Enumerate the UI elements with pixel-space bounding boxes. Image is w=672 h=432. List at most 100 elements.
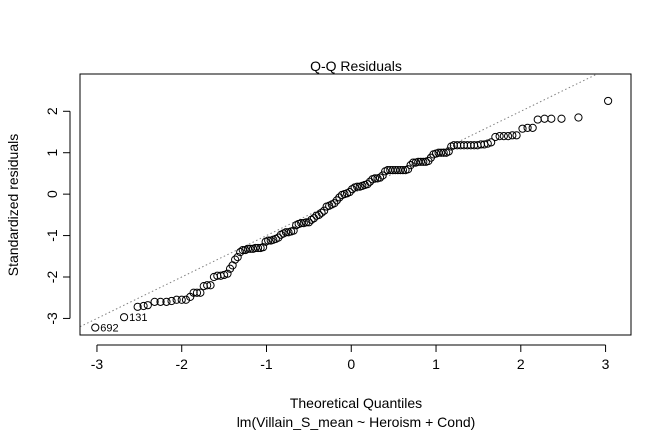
point-id-label: 131 bbox=[129, 312, 147, 324]
data-point bbox=[439, 148, 448, 157]
data-point bbox=[302, 218, 311, 227]
x-tick-label: 3 bbox=[602, 356, 610, 372]
annotation-layer: 692 131 bbox=[100, 312, 147, 334]
data-point bbox=[398, 166, 408, 175]
data-point bbox=[91, 323, 100, 332]
data-point bbox=[253, 243, 263, 253]
data-point bbox=[483, 139, 492, 148]
data-point bbox=[206, 281, 215, 290]
y-tick-label: -1 bbox=[44, 229, 60, 242]
data-point bbox=[370, 174, 380, 183]
data-point bbox=[203, 281, 212, 290]
data-point bbox=[238, 245, 247, 255]
data-point bbox=[547, 114, 556, 123]
data-point bbox=[223, 269, 232, 278]
y-tick-label: 2 bbox=[44, 107, 60, 115]
data-point bbox=[231, 255, 240, 264]
x-tick-label: -3 bbox=[91, 356, 104, 372]
data-point bbox=[133, 302, 142, 311]
data-point bbox=[491, 132, 500, 142]
data-point bbox=[557, 114, 566, 123]
data-point bbox=[307, 215, 316, 224]
data-point bbox=[143, 301, 152, 310]
data-point bbox=[289, 226, 298, 235]
x-axis-label: Theoretical Quantiles bbox=[290, 395, 422, 411]
data-point bbox=[172, 295, 181, 304]
data-point bbox=[243, 244, 252, 253]
data-point bbox=[363, 180, 372, 189]
y-axis: -3 -2 -1 0 1 2 bbox=[44, 107, 71, 325]
model-formula-label: lm(Villain_S_mean ~ Heroism + Cond) bbox=[237, 414, 476, 430]
data-point bbox=[518, 124, 527, 133]
data-point bbox=[406, 161, 415, 170]
data-point bbox=[444, 147, 453, 156]
data-point bbox=[156, 297, 165, 306]
data-point bbox=[304, 218, 313, 227]
data-point bbox=[495, 132, 504, 141]
data-point bbox=[233, 253, 242, 262]
data-point bbox=[512, 131, 521, 140]
data-point bbox=[533, 115, 542, 124]
data-point bbox=[196, 288, 205, 297]
data-point bbox=[574, 113, 583, 122]
chart-title: Q-Q Residuals bbox=[310, 58, 402, 74]
data-point bbox=[528, 123, 537, 132]
data-point bbox=[403, 165, 413, 174]
data-point bbox=[181, 295, 191, 304]
reference-line bbox=[79, 73, 598, 328]
data-point bbox=[330, 199, 339, 208]
data-point bbox=[251, 243, 260, 253]
data-point bbox=[353, 182, 362, 191]
data-point bbox=[523, 123, 532, 132]
data-point bbox=[162, 297, 171, 306]
data-point bbox=[167, 296, 176, 306]
data-point bbox=[503, 132, 513, 141]
data-point bbox=[508, 131, 517, 140]
data-point bbox=[314, 210, 324, 219]
data-point bbox=[281, 228, 291, 237]
data-point bbox=[437, 148, 446, 157]
data-point bbox=[236, 248, 245, 257]
data-point bbox=[139, 301, 148, 311]
x-tick-label: -1 bbox=[260, 356, 273, 372]
reference-line-layer bbox=[79, 73, 598, 328]
data-point bbox=[119, 313, 129, 322]
data-point bbox=[332, 196, 341, 205]
data-point bbox=[540, 114, 549, 123]
data-point bbox=[297, 219, 306, 228]
x-axis: -3 -2 -1 0 1 2 3 bbox=[91, 344, 610, 372]
point-id-label: 692 bbox=[100, 323, 118, 335]
plot-area-frame bbox=[79, 73, 632, 336]
y-tick-label: 1 bbox=[44, 149, 60, 157]
data-point bbox=[320, 206, 329, 215]
y-axis-label: Standardized residuals bbox=[5, 134, 21, 276]
y-tick-label: 0 bbox=[44, 190, 60, 198]
data-point bbox=[259, 243, 268, 252]
data-point bbox=[264, 236, 273, 245]
data-point bbox=[177, 295, 186, 304]
data-point bbox=[348, 185, 357, 194]
data-point bbox=[409, 158, 418, 167]
data-point bbox=[378, 171, 387, 180]
data-point bbox=[345, 187, 354, 197]
x-tick-label: 1 bbox=[432, 356, 440, 372]
data-point bbox=[150, 297, 159, 306]
data-point bbox=[192, 288, 202, 297]
data-point bbox=[419, 157, 428, 166]
data-point bbox=[375, 173, 385, 182]
data-point bbox=[246, 244, 255, 253]
x-tick-label: 0 bbox=[347, 356, 355, 372]
x-tick-label: -2 bbox=[175, 356, 188, 372]
data-point bbox=[499, 132, 508, 141]
data-point bbox=[220, 270, 229, 280]
data-point bbox=[416, 157, 425, 166]
points-layer bbox=[91, 96, 613, 332]
y-tick-label: -3 bbox=[44, 312, 60, 325]
data-point bbox=[396, 166, 405, 175]
y-tick-label: -2 bbox=[44, 271, 60, 284]
data-point bbox=[317, 208, 326, 217]
data-point bbox=[604, 96, 613, 106]
data-point bbox=[487, 138, 496, 147]
x-tick-label: 2 bbox=[517, 356, 525, 372]
